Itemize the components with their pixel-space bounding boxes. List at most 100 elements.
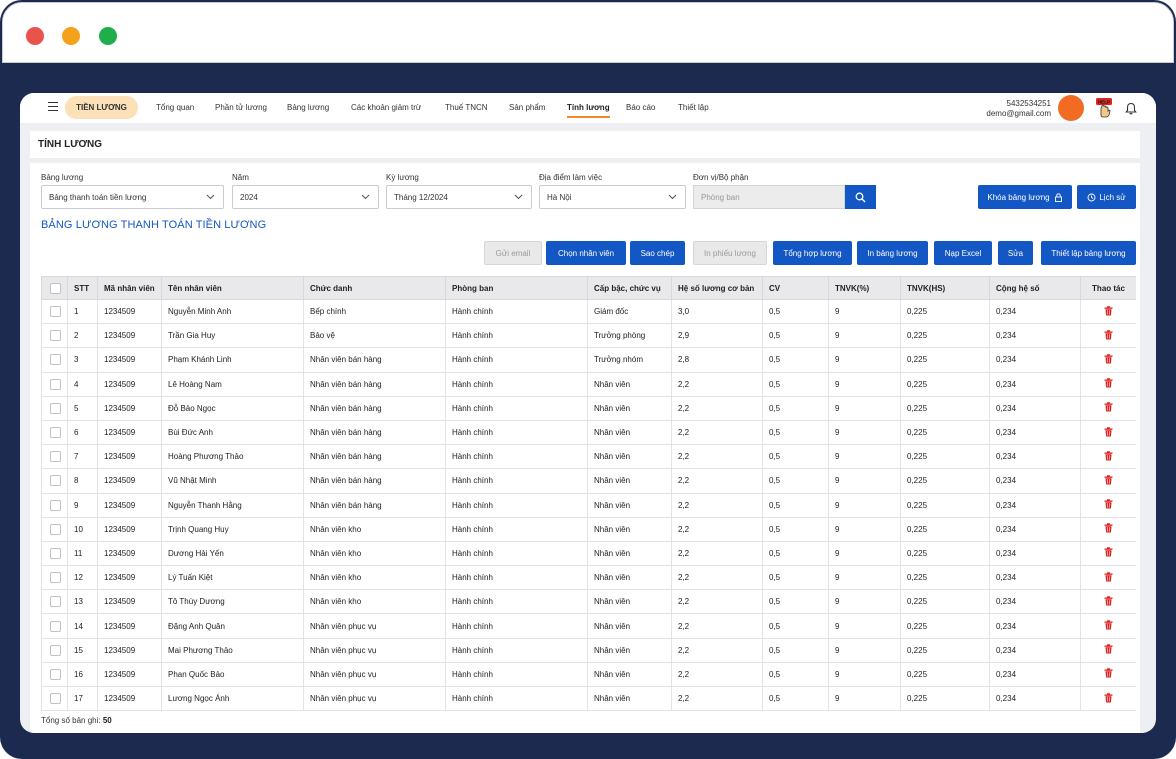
table-row[interactable]: 11 1234509 Dương Hải Yến Nhân viên kho Hành …	[41, 541, 1136, 567]
delete-icon[interactable]	[1104, 475, 1113, 485]
table-row[interactable]: 10 1234509 Trịnh Quang Huy Nhân viên kho Hàn…	[41, 517, 1136, 542]
table-row[interactable]: 5 1234509 Đỗ Bảo Ngọc Nhân viên bán hàng Hàn…	[41, 396, 1136, 421]
minimize-window-button[interactable]	[62, 27, 80, 45]
help-icon[interactable]: HELP	[1094, 97, 1114, 119]
delete-icon[interactable]	[1104, 354, 1113, 364]
choose-staff-button[interactable]: Chọn nhân viên	[546, 241, 626, 265]
row-select-cell[interactable]	[41, 613, 68, 639]
copy-button[interactable]: Sao chép	[630, 241, 685, 265]
delete-icon[interactable]	[1104, 305, 1113, 316]
row-select-cell[interactable]	[41, 468, 68, 494]
row-checkbox[interactable]	[50, 427, 61, 439]
row-checkbox[interactable]	[50, 402, 61, 414]
row-checkbox[interactable]	[50, 572, 61, 584]
table-row[interactable]: 9 1234509 Nguyễn Thanh Hằng Nhân viên bán h…	[41, 493, 1136, 518]
nav-item-san-pham[interactable]: Sản phẩm	[509, 103, 546, 112]
don-vi-input[interactable]: Phòng ban	[693, 185, 845, 209]
avatar[interactable]	[1058, 95, 1084, 121]
row-checkbox[interactable]	[50, 378, 61, 390]
delete-icon[interactable]	[1104, 523, 1113, 533]
row-checkbox[interactable]	[50, 306, 61, 318]
nav-item-thiet-lap[interactable]: Thiết lập	[678, 103, 709, 112]
row-checkbox[interactable]	[50, 523, 61, 535]
table-row[interactable]: 7 1234509 Hoàng Phương Thảo Nhân viên bán h…	[41, 444, 1136, 470]
row-select-cell[interactable]	[41, 541, 68, 567]
row-checkbox[interactable]	[50, 547, 61, 559]
delete-icon[interactable]	[1104, 596, 1113, 606]
row-select-cell[interactable]	[41, 589, 68, 615]
delete-icon[interactable]	[1104, 426, 1113, 437]
bang-luong-select[interactable]: Bảng thanh toán tiền lương	[41, 185, 224, 209]
row-select-cell[interactable]	[41, 444, 68, 470]
delete-icon[interactable]	[1104, 330, 1113, 340]
nav-item-bao-cao[interactable]: Báo cáo	[626, 103, 656, 112]
delete-icon[interactable]	[1104, 644, 1113, 654]
delete-icon[interactable]	[1104, 451, 1113, 461]
table-row[interactable]: 2 1234509 Trần Gia Huy Bảo vệ Hành chính Trưở…	[41, 323, 1136, 349]
table-row[interactable]: 12 1234509 Lý Tuấn Kiệt Nhân viên kho Hành c…	[41, 565, 1136, 591]
import-excel-button[interactable]: Nạp Excel	[934, 241, 992, 265]
delete-icon[interactable]	[1104, 378, 1113, 388]
row-select-cell[interactable]	[41, 372, 68, 397]
table-row[interactable]: 4 1234509 Lê Hoàng Nam Nhân viên bán hàng Hà…	[41, 372, 1136, 397]
delete-icon[interactable]	[1104, 692, 1113, 703]
row-select-cell[interactable]	[41, 396, 68, 421]
delete-icon[interactable]	[1104, 499, 1113, 509]
row-select-cell[interactable]	[41, 686, 68, 712]
row-select-cell[interactable]	[41, 638, 68, 663]
history-button[interactable]: Lịch sử	[1077, 185, 1136, 209]
row-select-cell[interactable]	[41, 323, 68, 349]
row-checkbox[interactable]	[50, 330, 61, 342]
row-select-cell[interactable]	[41, 420, 68, 446]
delete-icon[interactable]	[1104, 547, 1113, 557]
row-checkbox[interactable]	[50, 668, 61, 680]
edit-button[interactable]: Sửa	[998, 241, 1033, 265]
maximize-window-button[interactable]	[99, 27, 117, 45]
print-table-button[interactable]: In bảng lương	[857, 241, 928, 265]
row-select-cell[interactable]	[41, 299, 68, 325]
row-checkbox[interactable]	[50, 693, 61, 705]
nav-item-phan-tu-luong[interactable]: Phần tử lương	[215, 103, 267, 112]
table-row[interactable]: 16 1234509 Phan Quốc Bảo Nhân viên phục vụ H…	[41, 662, 1136, 688]
row-select-cell[interactable]	[41, 565, 68, 591]
select-all-cell[interactable]	[41, 276, 68, 300]
bell-icon[interactable]	[1125, 102, 1137, 115]
nav-item-cac-khoan-giam-tru[interactable]: Các khoản giảm trừ	[351, 103, 422, 112]
delete-icon[interactable]	[1104, 620, 1113, 630]
row-checkbox[interactable]	[50, 451, 61, 463]
search-button[interactable]	[845, 185, 876, 209]
ky-luong-select[interactable]: Tháng 12/2024	[386, 185, 532, 209]
dia-diem-select[interactable]: Hà Nội	[539, 185, 686, 209]
row-checkbox[interactable]	[50, 596, 61, 608]
setup-payroll-button[interactable]: Thiết lập bảng lương	[1041, 241, 1136, 265]
row-select-cell[interactable]	[41, 347, 68, 373]
nav-item-tong-quan[interactable]: Tổng quan	[156, 103, 195, 112]
row-checkbox[interactable]	[50, 475, 61, 487]
row-checkbox[interactable]	[50, 620, 61, 632]
table-row[interactable]: 15 1234509 Mai Phương Thảo Nhân viên phục v…	[41, 638, 1136, 663]
close-window-button[interactable]	[26, 27, 44, 45]
select-all-checkbox[interactable]	[50, 282, 61, 294]
nav-item-bang-luong[interactable]: Bảng lương	[287, 103, 330, 112]
nav-item-thue-tncn[interactable]: Thuế TNCN	[445, 103, 488, 112]
module-pill[interactable]: TIỀN LƯƠNG	[65, 96, 138, 119]
delete-icon[interactable]	[1104, 402, 1113, 412]
row-select-cell[interactable]	[41, 493, 68, 518]
menu-icon[interactable]	[48, 102, 58, 111]
row-checkbox[interactable]	[50, 499, 61, 511]
summary-button[interactable]: Tổng hợp lương	[773, 241, 852, 265]
delete-icon[interactable]	[1104, 668, 1113, 678]
table-row[interactable]: 3 1234509 Phạm Khánh Linh Nhân viên bán hàn…	[41, 347, 1136, 373]
row-select-cell[interactable]	[41, 662, 68, 688]
lock-payroll-button[interactable]: Khóa bảng lương	[978, 185, 1072, 209]
table-row[interactable]: 6 1234509 Bùi Đức Anh Nhân viên bán hàng Hàn…	[41, 420, 1136, 446]
table-row[interactable]: 13 1234509 Tô Thùy Dương Nhân viên kho Hành …	[41, 589, 1136, 615]
delete-icon[interactable]	[1104, 571, 1113, 582]
nav-item-tinh-luong[interactable]: Tính lương	[567, 103, 610, 118]
table-row[interactable]: 14 1234509 Đặng Anh Quân Nhân viên phục vụ H…	[41, 613, 1136, 639]
row-checkbox[interactable]	[50, 644, 61, 656]
table-row[interactable]: 17 1234509 Lương Ngọc Ánh Nhân viên phục vụ…	[41, 686, 1136, 712]
row-select-cell[interactable]	[41, 517, 68, 542]
print-slip-button[interactable]: In phiếu lương	[693, 241, 767, 265]
table-row[interactable]: 1 1234509 Nguyễn Minh Anh Bếp chính Hành chí…	[41, 299, 1136, 325]
